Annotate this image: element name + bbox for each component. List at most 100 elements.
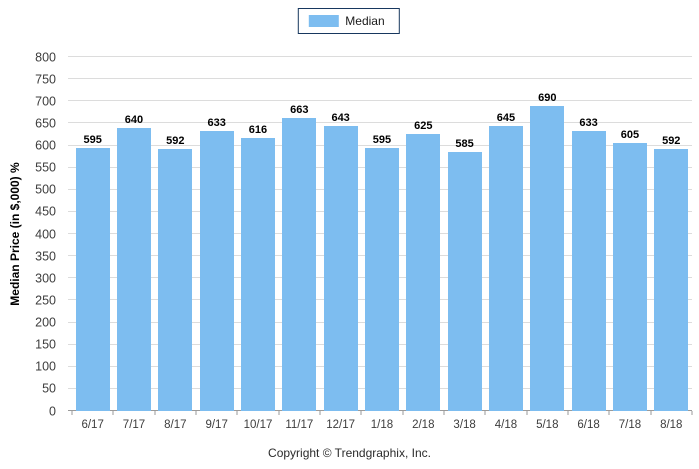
x-axis-tick — [402, 411, 404, 415]
x-tick-label: 7/17 — [122, 419, 146, 431]
y-tick-label: 300 — [35, 271, 56, 285]
bar-series: 595 640 592 633 616 663 643 595 625 585 645 690 633 6… — [72, 57, 692, 411]
bar-slot: 585 — [444, 57, 485, 411]
gridline — [68, 144, 692, 146]
legend: Median — [297, 8, 400, 34]
bar: 605 — [612, 129, 647, 411]
bar-value-label: 640 — [124, 113, 144, 126]
y-tick-label: 200 — [35, 315, 56, 330]
x-tick-label: 10/17 — [243, 419, 273, 431]
bar-value-label: 595 — [83, 133, 102, 146]
y-tick-label: 400 — [35, 226, 56, 241]
x-tick-label: 6/17 — [81, 419, 104, 431]
y-tick-label: 150 — [35, 337, 56, 352]
x-axis-tick — [650, 411, 652, 415]
bar-value-label: 645 — [496, 111, 516, 124]
x-axis-tick — [360, 411, 362, 415]
bar: 640 — [116, 114, 151, 411]
x-axis-tick — [154, 411, 156, 415]
x-axis-tick — [112, 411, 114, 415]
bar: 663 — [282, 104, 317, 411]
bar: 633 — [571, 117, 606, 411]
bar-slot: 690 — [527, 57, 568, 411]
x-tick-label: 2/18 — [412, 419, 435, 431]
x-tick-label: 8/18 — [660, 419, 683, 431]
bar-value-label: 605 — [620, 129, 640, 142]
x-tick-label: 5/18 — [536, 419, 559, 431]
x-axis-tick — [567, 411, 569, 415]
x-tick-label: 7/18 — [618, 419, 642, 431]
bar-slot: 663 — [279, 57, 320, 411]
bar-value-label: 663 — [290, 103, 309, 116]
bar-value-label: 616 — [248, 124, 268, 137]
gridline — [68, 100, 692, 102]
bar-slot: 595 — [72, 57, 113, 411]
bar-value-label: 625 — [414, 120, 433, 133]
x-axis-tick-labels: 6/17 7/17 8/17 9/17 10/17 11/17 12/17 1/18 2/18 3… — [72, 419, 692, 431]
y-tick-label: 500 — [35, 182, 56, 197]
bar: 595 — [75, 134, 110, 411]
x-axis-tick — [608, 411, 610, 415]
bar: 633 — [199, 117, 234, 411]
x-tick-label: 6/18 — [577, 419, 600, 431]
bar-value-label: 592 — [166, 135, 185, 148]
bar: 616 — [240, 124, 275, 411]
y-tick-label: 600 — [35, 138, 56, 153]
bar-slot: 633 — [568, 57, 609, 411]
y-tick-label: 0 — [49, 403, 56, 418]
bar-slot: 592 — [651, 57, 692, 411]
bar-slot: 605 — [609, 57, 650, 411]
x-tick-label: 3/18 — [453, 419, 476, 431]
copyright: Copyright © Trendgraphix, Inc. — [268, 446, 431, 460]
bar-slot: 645 — [485, 57, 526, 411]
bar: 690 — [530, 92, 565, 411]
bar: 592 — [158, 135, 193, 411]
x-tick-label: 8/17 — [164, 419, 187, 431]
bar-value-label: 585 — [455, 138, 474, 151]
y-tick-label: 650 — [35, 116, 56, 131]
gridline — [68, 56, 692, 57]
y-tick-label: 350 — [35, 248, 56, 263]
x-axis-ticks — [71, 411, 693, 415]
bar: 643 — [323, 112, 358, 411]
bar: 645 — [488, 112, 523, 411]
bar-slot: 592 — [155, 57, 196, 411]
bar: 625 — [406, 120, 441, 411]
bar-slot: 643 — [320, 57, 361, 411]
bar-value-label: 690 — [538, 91, 557, 104]
bar-slot: 595 — [361, 57, 402, 411]
y-tick-label: 450 — [35, 204, 56, 219]
bar-slot: 633 — [196, 57, 237, 411]
bar: 585 — [447, 138, 482, 411]
x-axis-tick — [278, 411, 280, 415]
x-tick-label: 9/17 — [205, 419, 228, 431]
x-axis-tick — [236, 411, 238, 415]
y-tick-label: 750 — [35, 71, 56, 86]
bar-value-label: 633 — [579, 116, 598, 129]
bar-slot: 640 — [113, 57, 154, 411]
x-tick-label: 1/18 — [370, 419, 394, 431]
x-tick-label: 12/17 — [326, 419, 356, 431]
bar-value-label: 595 — [372, 133, 392, 146]
y-tick-label: 550 — [35, 160, 56, 175]
bar-value-label: 643 — [331, 112, 350, 125]
y-tick-label: 50 — [42, 381, 56, 396]
x-axis-tick — [319, 411, 321, 415]
x-tick-label: 4/18 — [494, 419, 518, 431]
x-axis-tick — [195, 411, 197, 415]
bar-value-label: 633 — [207, 116, 226, 129]
bar: 595 — [364, 134, 399, 411]
y-tick-label: 250 — [35, 293, 56, 308]
gridline — [68, 78, 692, 80]
gridline — [68, 122, 692, 124]
bar-value-label: 592 — [662, 135, 681, 148]
x-axis-tick — [71, 411, 73, 415]
legend-label: Median — [345, 14, 385, 28]
y-axis-tick-labels: 0 50 100 150 200 250 300 350 400 450 500 550 600 650 7… — [0, 51, 64, 417]
legend-swatch — [308, 15, 339, 27]
bar-slot: 625 — [403, 57, 444, 411]
bar-slot: 616 — [237, 57, 278, 411]
plot-area: 595 640 592 633 616 663 643 595 625 585 645 690 633 6… — [68, 56, 693, 415]
y-tick-label: 700 — [35, 94, 56, 108]
